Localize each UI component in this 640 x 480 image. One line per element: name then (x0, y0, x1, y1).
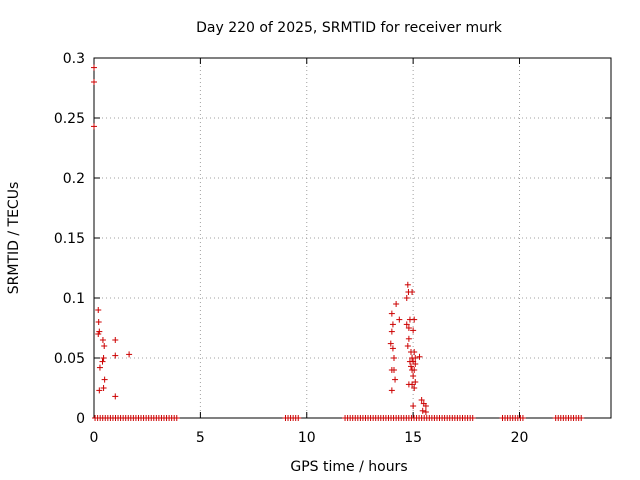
data-point (100, 385, 107, 391)
data-point (99, 358, 106, 365)
data-point (388, 387, 395, 394)
x-tick-label: 0 (90, 430, 99, 446)
data-point (408, 363, 415, 370)
data-point (101, 376, 108, 383)
y-axis-label: SRMTID / TECUs (6, 182, 22, 295)
x-axis-label: GPS time / hours (290, 459, 407, 475)
y-tick-label: 0.25 (54, 111, 85, 127)
data-point (388, 328, 395, 335)
data-point (410, 373, 417, 379)
grid (94, 58, 611, 418)
zero-point (469, 415, 476, 421)
data-point (403, 321, 410, 328)
data-point (91, 64, 97, 71)
data-point (388, 310, 395, 317)
data-point (412, 355, 419, 361)
data-point (96, 387, 103, 394)
data-point (409, 289, 416, 295)
data-point (112, 352, 119, 359)
y-tick-label: 0 (76, 411, 85, 427)
data-point (411, 367, 418, 373)
x-tick-label: 20 (511, 430, 529, 446)
data-point (390, 367, 397, 373)
zero-point (173, 415, 180, 421)
x-tick-label: 5 (196, 430, 205, 446)
plot-frame (93, 57, 612, 419)
data-point (126, 351, 133, 358)
data-point (412, 361, 419, 367)
data-point (101, 343, 108, 349)
data-point (389, 345, 396, 352)
zero-point (519, 415, 526, 421)
data-point (91, 123, 97, 130)
data-point (419, 407, 426, 414)
x-tick-label: 15 (404, 430, 422, 446)
data-point (411, 316, 418, 323)
data-point (416, 353, 423, 360)
data-point (405, 325, 412, 331)
data-point (112, 393, 119, 400)
data-point (404, 343, 411, 349)
data-point (411, 349, 418, 355)
data-point (95, 331, 102, 337)
data-point (396, 316, 403, 323)
data-point (91, 79, 97, 85)
data-point (418, 397, 425, 403)
y-tick-label: 0.05 (54, 351, 85, 367)
data-point (99, 337, 106, 343)
data-point (389, 321, 396, 328)
data-points (91, 64, 585, 421)
data-point (412, 379, 419, 385)
data-point (392, 376, 399, 383)
x-tick-label: 10 (298, 430, 316, 446)
data-point (410, 327, 417, 334)
data-point (411, 385, 418, 391)
y-tick-label: 0.3 (63, 51, 85, 67)
data-point (390, 355, 397, 361)
data-point (410, 403, 417, 409)
data-point (405, 381, 412, 388)
data-point (422, 409, 429, 415)
data-point (95, 319, 102, 325)
data-point (96, 364, 103, 371)
y-tick-label: 0.1 (63, 291, 85, 307)
zero-point (578, 415, 585, 421)
data-point (393, 301, 400, 307)
zero-point (295, 415, 302, 421)
data-point (387, 340, 394, 347)
data-point (100, 355, 107, 361)
axis-ticks: 0 0.05 0.1 0.15 0.2 0.25 0.3 0 5 10 15 20 (54, 51, 611, 446)
data-point (95, 307, 102, 313)
data-point (403, 295, 410, 301)
y-tick-label: 0.15 (54, 231, 85, 247)
data-point (422, 403, 429, 409)
chart-title: Day 220 of 2025, SRMTID for receiver mur… (196, 20, 503, 36)
data-point (404, 281, 411, 288)
data-point (112, 337, 119, 343)
data-point (405, 335, 412, 342)
y-tick-label: 0.2 (63, 171, 85, 187)
